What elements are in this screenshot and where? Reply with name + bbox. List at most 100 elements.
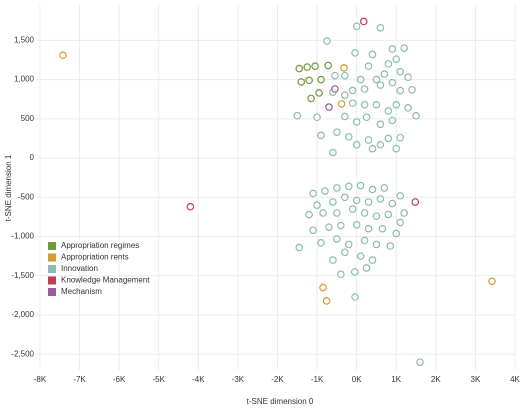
point	[337, 270, 345, 279]
point	[333, 209, 341, 217]
point	[364, 198, 373, 206]
point	[386, 242, 395, 250]
point	[396, 133, 404, 142]
legend-swatch	[48, 253, 56, 262]
point	[396, 218, 404, 227]
point	[384, 134, 393, 143]
point	[351, 49, 359, 57]
point	[319, 283, 327, 292]
point	[333, 128, 341, 136]
point	[372, 75, 381, 84]
point	[322, 297, 331, 305]
point	[305, 76, 313, 85]
point	[311, 62, 319, 71]
x-tick-label: -7K	[73, 375, 86, 384]
point	[376, 23, 385, 32]
legend-label: Mechanism	[61, 287, 102, 296]
point	[412, 111, 420, 120]
point	[392, 229, 401, 238]
point	[360, 236, 369, 245]
point	[392, 55, 401, 63]
point	[331, 71, 339, 80]
point	[364, 136, 373, 144]
point	[378, 224, 387, 233]
point	[396, 191, 404, 200]
point	[388, 45, 397, 53]
point	[325, 103, 333, 111]
x-tick-label: -5K	[152, 375, 165, 384]
point	[400, 209, 408, 217]
point	[340, 91, 349, 100]
point	[376, 195, 385, 203]
y-axis-title: t-SNE dimension 1	[4, 154, 13, 221]
point	[344, 240, 353, 249]
point	[404, 104, 412, 112]
point	[305, 210, 313, 219]
point	[333, 184, 341, 192]
point	[352, 196, 361, 205]
point	[323, 37, 331, 45]
point	[364, 62, 373, 71]
point	[348, 86, 357, 95]
point	[359, 17, 368, 26]
point	[329, 148, 337, 157]
point	[317, 131, 325, 140]
point	[372, 212, 381, 220]
point	[352, 220, 361, 229]
point	[488, 277, 496, 286]
point	[351, 293, 359, 301]
point	[315, 89, 323, 97]
legend-swatch	[48, 276, 56, 285]
point	[380, 70, 389, 78]
point	[368, 185, 377, 194]
x-tick-label: -4K	[192, 375, 205, 384]
x-tick-label: -8K	[34, 375, 47, 384]
point	[59, 51, 67, 60]
y-tick-label: -2,500	[11, 349, 34, 358]
point	[331, 85, 339, 93]
point	[396, 86, 404, 95]
point	[329, 256, 337, 264]
point	[376, 140, 385, 149]
point	[344, 182, 353, 191]
point	[362, 264, 371, 272]
x-tick-label: -2K	[271, 375, 284, 384]
point	[408, 85, 416, 94]
point	[295, 243, 304, 252]
point	[337, 100, 346, 108]
point	[313, 201, 321, 209]
point	[400, 44, 408, 52]
point	[356, 252, 365, 260]
point	[324, 61, 332, 70]
point	[356, 75, 365, 84]
point	[376, 120, 385, 129]
x-tick-label: 0K	[352, 375, 362, 384]
legend-swatch	[48, 288, 56, 296]
point	[329, 198, 337, 206]
point	[307, 94, 315, 103]
legend-swatch	[48, 242, 56, 250]
point	[340, 248, 349, 257]
point	[344, 133, 353, 141]
point	[321, 187, 329, 195]
point	[364, 224, 373, 233]
x-tick-label: 1K	[391, 375, 401, 384]
point	[340, 71, 349, 80]
x-axis-title: t-SNE dimension 0	[247, 397, 314, 406]
point	[372, 240, 381, 249]
point	[303, 63, 311, 71]
x-tick-label: -3K	[232, 375, 245, 384]
point	[396, 67, 404, 76]
x-tick-label: 2K	[431, 375, 441, 384]
point	[362, 113, 371, 122]
point	[392, 144, 401, 153]
y-tick-label: 0	[30, 153, 35, 162]
point	[293, 111, 302, 120]
point	[352, 140, 361, 149]
point	[376, 81, 385, 89]
point	[388, 199, 397, 208]
point	[384, 210, 393, 219]
legend-label: Knowledge Management	[61, 276, 150, 285]
point	[319, 209, 327, 217]
